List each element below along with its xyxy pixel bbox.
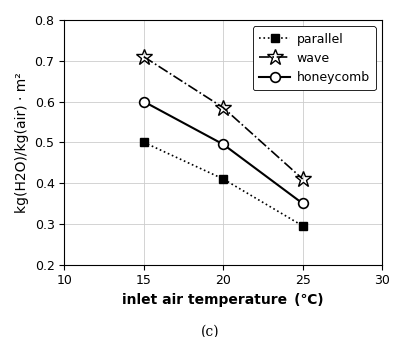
parallel xyxy=(300,224,305,228)
parallel xyxy=(221,177,226,181)
honeycomb xyxy=(141,99,146,103)
wave xyxy=(300,177,305,181)
Y-axis label: kg(H2O)/kg(air) · m²: kg(H2O)/kg(air) · m² xyxy=(15,72,29,213)
X-axis label: inlet air temperature (℃): inlet air temperature (℃) xyxy=(122,293,324,307)
Legend: parallel, wave, honeycomb: parallel, wave, honeycomb xyxy=(253,26,376,90)
parallel xyxy=(141,140,146,144)
wave xyxy=(141,55,146,59)
Line: honeycomb: honeycomb xyxy=(139,97,307,208)
wave xyxy=(221,105,226,110)
Line: wave: wave xyxy=(135,48,311,187)
Line: parallel: parallel xyxy=(140,139,307,229)
Text: (c): (c) xyxy=(201,324,220,337)
honeycomb xyxy=(300,202,305,206)
honeycomb xyxy=(221,142,226,146)
